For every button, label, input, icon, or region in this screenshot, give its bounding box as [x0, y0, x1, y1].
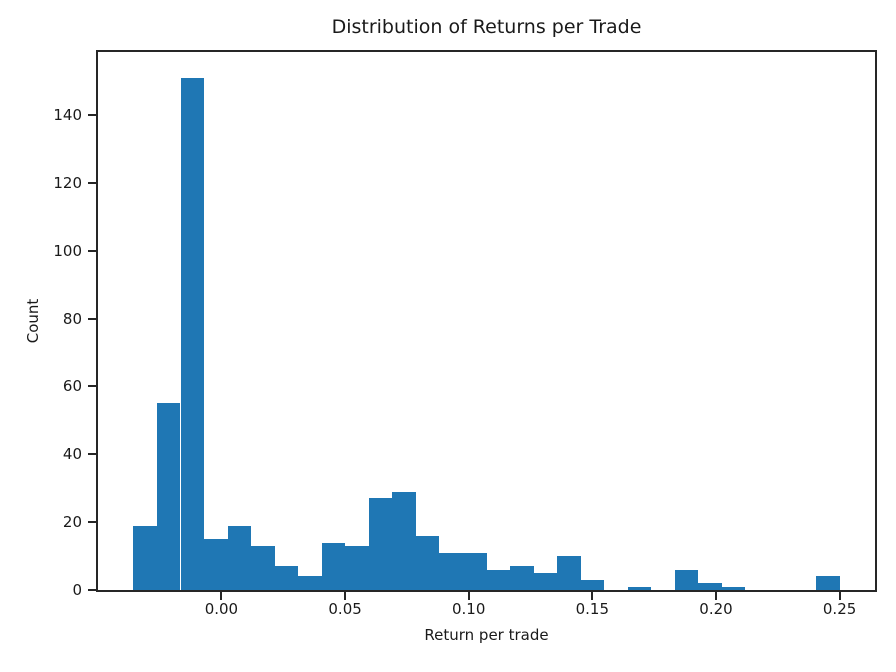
- y-tick-mark: [88, 521, 96, 524]
- y-tick-mark: [88, 385, 96, 388]
- y-tick-mark: [88, 317, 96, 320]
- histogram-bar: [368, 498, 393, 590]
- y-tick-mark: [88, 181, 96, 184]
- histogram-bar: [133, 525, 157, 590]
- x-tick-label: 0.05: [328, 600, 362, 618]
- histogram-bar: [674, 569, 699, 590]
- x-axis-label: Return per trade: [424, 626, 549, 644]
- x-tick-mark: [591, 592, 594, 600]
- y-tick-mark: [88, 249, 96, 252]
- histogram-bar: [816, 576, 840, 590]
- plot-area: [96, 50, 877, 592]
- x-tick-label: 0.00: [204, 600, 239, 618]
- y-tick-label: 80: [62, 309, 82, 328]
- histogram-bar: [533, 573, 558, 590]
- histogram-bar: [510, 566, 534, 590]
- y-tick-label: 100: [53, 241, 82, 260]
- histogram-bar: [439, 552, 463, 590]
- histogram-bar: [486, 569, 510, 590]
- y-tick-label: 40: [62, 445, 82, 464]
- histogram-bar: [251, 545, 275, 590]
- histogram-bar: [557, 556, 581, 590]
- bars-layer: [98, 52, 875, 590]
- y-tick-mark: [88, 113, 96, 116]
- x-tick-label: 0.15: [575, 600, 609, 618]
- histogram-bar: [580, 579, 605, 590]
- histogram-bar: [463, 552, 487, 590]
- histogram-bar: [274, 566, 299, 590]
- x-tick-mark: [467, 592, 470, 600]
- y-tick-label: 20: [62, 513, 82, 532]
- y-tick-mark: [88, 453, 96, 456]
- histogram-bar: [392, 491, 416, 590]
- histogram-bar: [227, 525, 251, 590]
- histogram-bar: [415, 535, 440, 590]
- x-tick-mark: [715, 592, 717, 600]
- x-tick-label: 0.25: [822, 600, 857, 618]
- histogram-bar: [298, 576, 322, 590]
- x-tick-mark: [344, 592, 347, 600]
- x-tick-label: 0.20: [699, 600, 733, 618]
- chart-title: Distribution of Returns per Trade: [331, 16, 642, 38]
- y-tick-label: 0: [72, 581, 82, 599]
- x-tick-mark: [220, 592, 223, 600]
- histogram-bar: [345, 545, 369, 590]
- y-tick-mark: [88, 589, 96, 591]
- histogram-bar: [204, 539, 228, 590]
- histogram-bar: [698, 583, 722, 590]
- histogram-bar: [180, 77, 204, 590]
- histogram-bar: [156, 403, 181, 590]
- histogram-bar: [321, 542, 346, 590]
- y-tick-label: 140: [53, 105, 82, 124]
- x-tick-mark: [838, 592, 841, 600]
- x-tick-label: 0.10: [451, 600, 486, 618]
- y-axis-label: Count: [24, 298, 42, 344]
- y-tick-label: 120: [53, 173, 82, 192]
- histogram-bar: [627, 586, 652, 590]
- y-tick-label: 60: [62, 377, 82, 396]
- histogram-bar: [721, 586, 746, 590]
